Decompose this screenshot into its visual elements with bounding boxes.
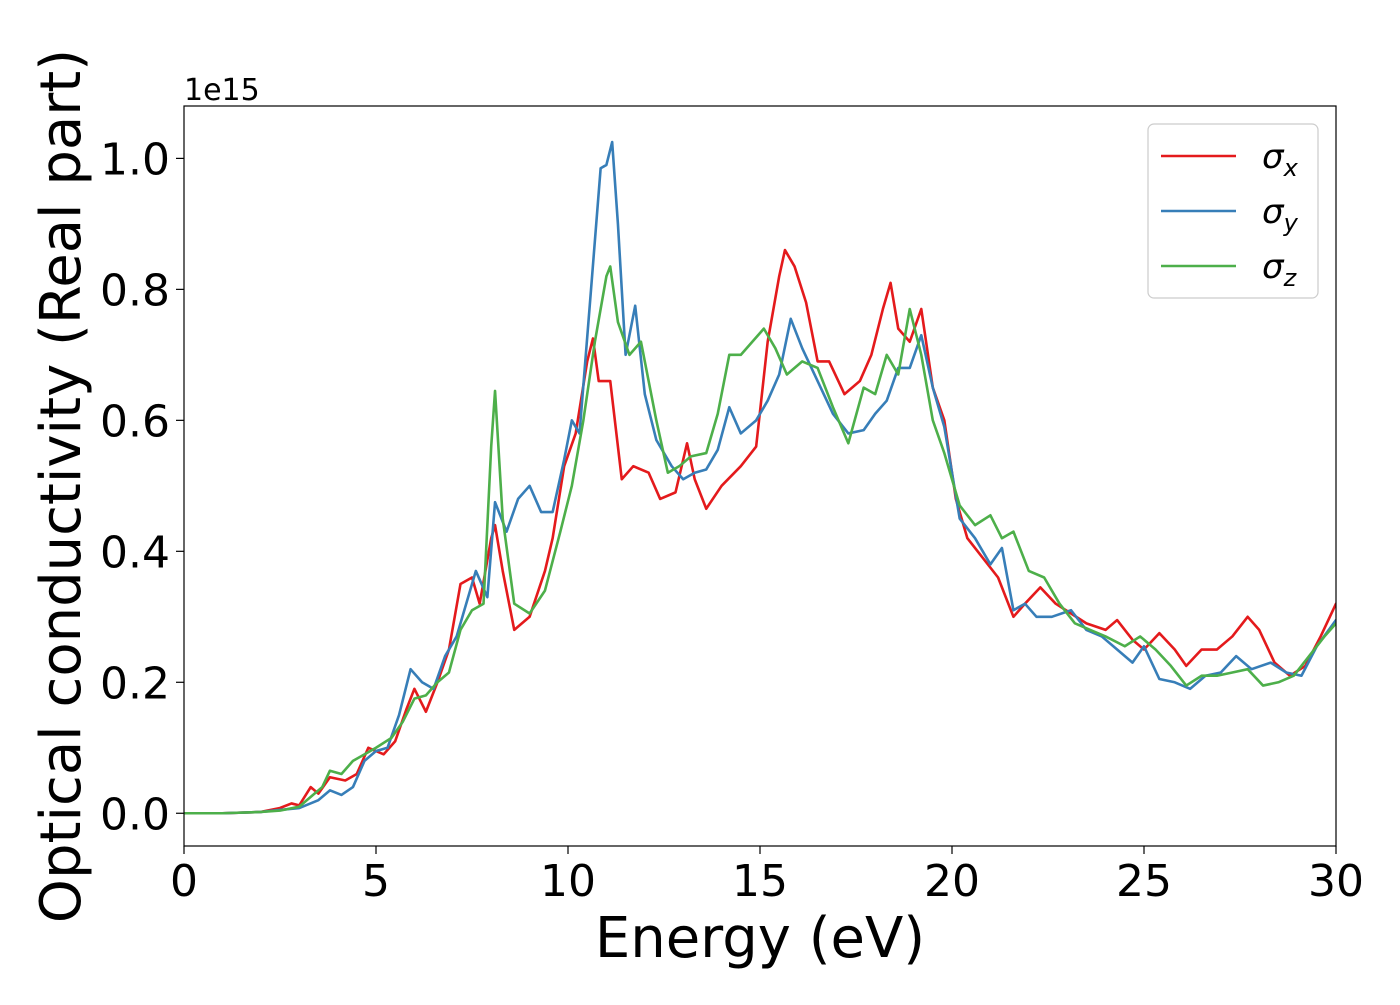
legend-subscript: x [1283, 154, 1299, 182]
y-offset-label: 1e15 [184, 73, 260, 108]
y-tick-label: 0.2 [100, 658, 170, 709]
plot-area [184, 140, 1336, 815]
y-tick-label: 0.4 [100, 527, 170, 578]
x-tick-label: 20 [924, 856, 980, 907]
x-tick-label: 10 [540, 856, 596, 907]
y-axis-label: Optical conductivity (Real part) [29, 49, 94, 923]
y-tick-label: 1.0 [100, 134, 170, 185]
x-tick-label: 5 [362, 856, 390, 907]
y-tick-label: 0.0 [100, 789, 170, 840]
x-axis-label: Energy (eV) [595, 906, 925, 971]
x-tick-label: 25 [1116, 856, 1172, 907]
legend-subscript: y [1283, 209, 1299, 237]
y-axis: 0.0 0.2 0.4 0.6 0.8 1.0 [100, 134, 184, 840]
y-tick-label: 0.8 [100, 265, 170, 316]
series-line-sigma-y [184, 140, 1336, 815]
x-tick-label: 0 [170, 856, 198, 907]
legend-subscript: z [1283, 264, 1298, 292]
x-axis: 0 5 10 15 20 25 30 [170, 846, 1364, 907]
series-line-sigma-x [184, 248, 1336, 815]
y-tick-label: 0.6 [100, 396, 170, 447]
series-line-sigma-z [184, 265, 1336, 815]
x-tick-label: 15 [732, 856, 788, 907]
x-tick-label: 30 [1308, 856, 1364, 907]
